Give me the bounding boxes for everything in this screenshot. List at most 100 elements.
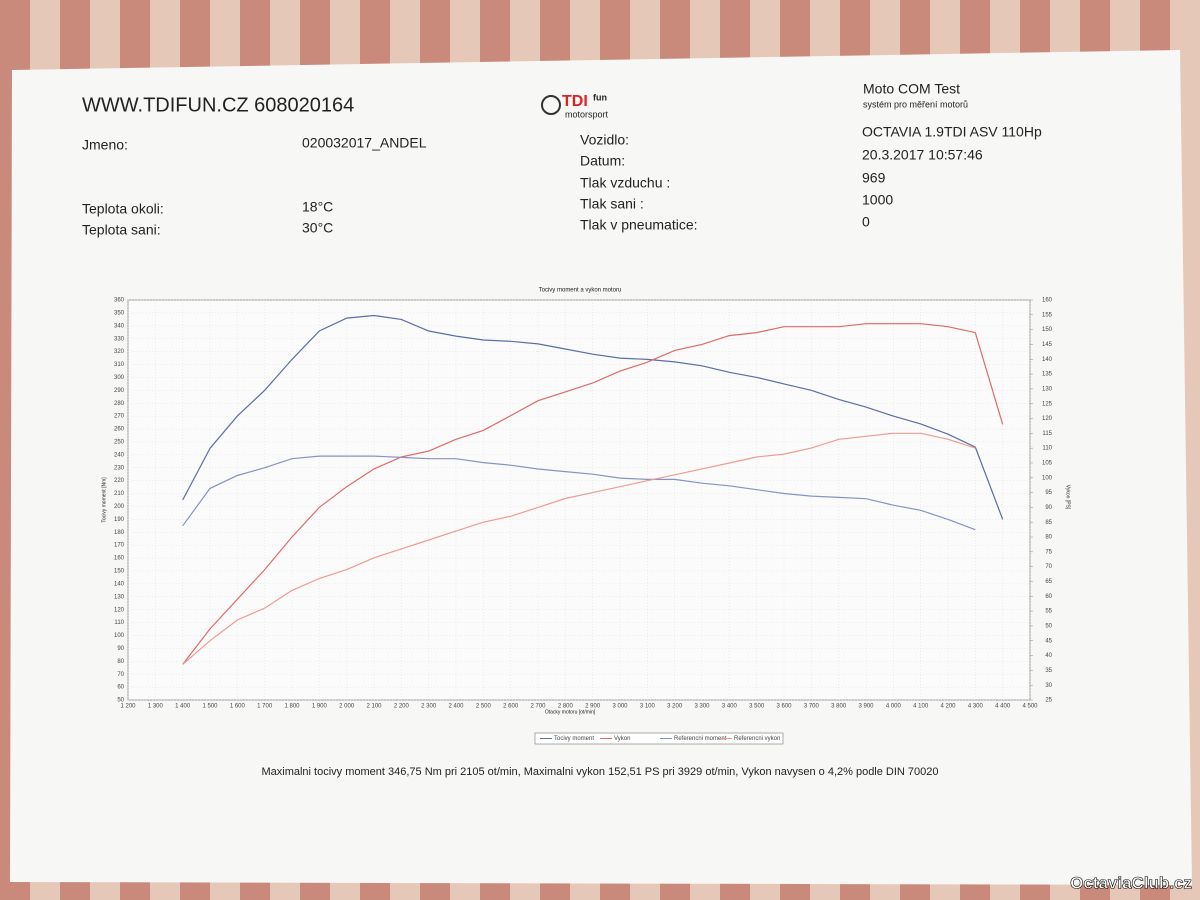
y-tick-label: 220 [114,478,125,484]
y-tick-label: 50 [117,698,124,704]
y-tick-label: 270 [114,414,125,420]
series-line [182,323,1004,665]
y2-tick-label: 120 [1042,416,1053,422]
y-tick-label: 90 [117,646,124,652]
field-label: Teplota sani: [82,222,161,238]
field-value: 30°C [302,220,333,236]
x-tick-label: 2 300 [421,704,437,710]
field-value: 1000 [862,192,893,208]
x-tick-label: 1 900 [312,704,328,710]
logo-sub: motorsport [565,109,609,119]
x-tick-label: 2 900 [585,704,601,710]
y-tick-label: 310 [114,362,125,368]
legend-label: Referencni vykon [734,736,780,742]
plot-area [127,299,1031,701]
x-tick-label: 3 400 [722,704,738,710]
y-tick-label: 250 [114,440,125,446]
x-tick-label: 3 200 [667,704,683,710]
y-tick-label: 150 [114,569,125,575]
x-tick-label: 3 600 [776,704,792,710]
x-tick-label: 2 700 [530,704,546,710]
x-tick-label: 2 800 [558,704,574,710]
y-tick-label: 320 [114,349,125,355]
site: WWW.TDIFUN.CZ 608020164 [82,94,354,116]
field-value: 969 [862,170,886,186]
y2-tick-label: 145 [1042,342,1053,348]
y-tick-label: 280 [114,401,125,407]
y2-axis-label: Vykon [PS] [1065,485,1071,510]
x-tick-label: 4 000 [886,704,902,710]
y2-tick-label: 140 [1042,357,1053,363]
field-label: Tlak sani : [580,196,644,212]
y2-tick-label: 95 [1045,490,1052,496]
field-label: Tlak v pneumatice: [580,217,698,233]
y-tick-label: 260 [114,427,125,433]
y2-tick-label: 110 [1042,446,1052,452]
x-tick-label: 1 700 [257,704,273,710]
y-tick-label: 300 [114,375,125,381]
y2-tick-label: 60 [1045,594,1052,600]
y-tick-label: 210 [114,491,125,497]
x-tick-label: 2 100 [366,704,382,710]
x-tick-label: 4 400 [995,704,1011,710]
product: Moto COM Test [863,81,960,97]
x-tick-label: 3 000 [612,704,628,710]
x-tick-label: 2 000 [339,704,355,710]
x-tick-label: 4 300 [968,704,984,710]
field-value: 18°C [302,199,333,215]
y2-tick-label: 80 [1045,535,1052,541]
y-tick-label: 110 [114,620,124,626]
y2-tick-label: 40 [1045,653,1052,659]
x-tick-label: 3 800 [831,704,847,710]
y-tick-label: 170 [114,543,125,549]
x-tick-label: 3 300 [694,704,710,710]
y-tick-label: 290 [114,388,125,394]
logo-sup: fun [593,92,607,102]
y-tick-label: 330 [114,336,125,342]
field-value: OCTAVIA 1.9TDI ASV 110Hp [862,124,1042,140]
x-tick-label: 3 900 [858,704,874,710]
y2-tick-label: 55 [1045,609,1052,615]
logo-icon [541,95,561,115]
field-value: 020032017_ANDEL [302,135,427,151]
y-tick-label: 200 [114,504,125,510]
x-tick-label: 1 500 [202,704,218,710]
y-tick-label: 340 [114,323,125,329]
y-tick-label: 240 [114,452,125,458]
x-tick-label: 4 500 [1022,704,1038,710]
series-line [182,455,976,531]
y2-tick-label: 50 [1045,624,1052,630]
y-tick-label: 360 [114,298,125,304]
field-value: 0 [862,214,870,230]
x-tick-label: 4 100 [913,704,929,710]
x-tick-label: 2 500 [476,704,492,710]
y2-tick-label: 45 [1045,638,1052,644]
y2-tick-label: 90 [1045,505,1052,511]
y-tick-label: 120 [114,607,125,613]
y2-tick-label: 130 [1042,386,1053,392]
legend [534,732,784,745]
y-tick-label: 180 [114,530,125,536]
y2-tick-label: 115 [1042,431,1052,437]
logo-main: TDI [562,93,588,110]
y2-tick-label: 135 [1042,372,1053,378]
field-label: Jmeno: [82,137,128,153]
x-tick-label: 1 800 [284,704,300,710]
x-tick-label: 1 600 [230,704,246,710]
y2-tick-label: 30 [1045,683,1052,689]
y-tick-label: 70 [117,672,124,678]
product-sub: systém pro měření motorů [863,99,968,109]
x-axis-label: Otacky motoru [ot/min] [545,709,596,715]
y2-tick-label: 155 [1042,312,1053,318]
y-tick-label: 60 [117,685,124,691]
legend-label: Referencni moment [674,736,727,742]
chart-title: Tocivy moment a vykon motoru [539,288,622,294]
y-tick-label: 140 [114,581,125,587]
watermark: OctaviaClub.cz [1070,873,1192,892]
field-label: Vozidlo: [580,132,629,148]
y2-tick-label: 70 [1045,564,1052,570]
y2-tick-label: 35 [1045,668,1052,674]
x-tick-label: 1 200 [120,704,136,710]
